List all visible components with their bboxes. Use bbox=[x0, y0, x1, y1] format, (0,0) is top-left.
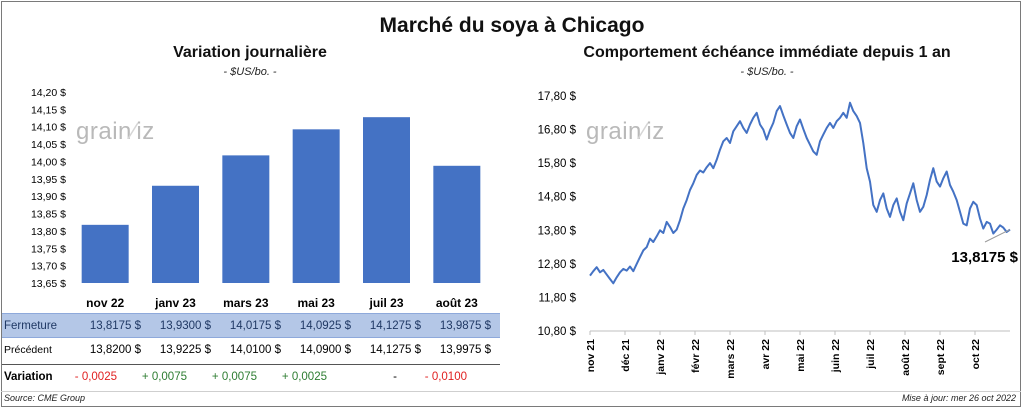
x-tick-label: févr 22 bbox=[690, 339, 702, 373]
x-tick-label: mai 22 bbox=[795, 339, 807, 372]
x-tick-label: août 23 bbox=[436, 296, 478, 310]
bar bbox=[152, 185, 199, 283]
source-note: Source: CME Group bbox=[4, 393, 86, 403]
table-cell: 14,0900 $ bbox=[299, 344, 351, 356]
label-leader-line bbox=[984, 229, 1011, 243]
y-tick-label: 13,70 $ bbox=[31, 261, 66, 273]
price-table: Fermeture 13,8175 $ 13,9300 $ 14,0175 $ … bbox=[2, 313, 500, 389]
table-cell: 14,0100 $ bbox=[229, 344, 281, 356]
right-chart-title: Comportement échéance immédiate depuis 1… bbox=[583, 44, 951, 61]
variation-cell: + 0,0075 bbox=[141, 371, 187, 383]
variation-cell: - 0,0025 bbox=[74, 371, 117, 383]
y-tick-label: 14,10 $ bbox=[31, 122, 66, 134]
x-tick-label: avr 22 bbox=[760, 339, 772, 370]
table-cell: 14,1275 $ bbox=[369, 320, 421, 332]
y-tick-label: 13,65 $ bbox=[31, 278, 66, 290]
line-chart: 10,80 $ 11,80 $ 12,80 $ 13,80 $ 14,80 $ 15,80… bbox=[538, 91, 1019, 379]
x-tick-label: juin 22 bbox=[830, 339, 842, 373]
x-tick-label: déc 21 bbox=[620, 339, 632, 372]
table-cell: 13,9225 $ bbox=[159, 344, 211, 356]
x-tick-label: sept 22 bbox=[935, 339, 947, 375]
series-line bbox=[589, 101, 1011, 285]
table-cell: 14,1275 $ bbox=[369, 344, 421, 356]
x-tick-label: juil 23 bbox=[368, 296, 403, 310]
table-cell: 13,8200 $ bbox=[89, 344, 141, 356]
x-tick-label: mars 23 bbox=[223, 296, 269, 310]
x-tick-label: juil 22 bbox=[865, 339, 877, 370]
watermark-logo-right: grain⁄iz bbox=[586, 118, 665, 145]
x-tick-label: janv 23 bbox=[154, 296, 196, 310]
bar-chart: 13,65 $ 13,70 $ 13,75 $ 13,80 $ 13,85 $ 13,90… bbox=[31, 87, 481, 310]
x-tick-label: nov 22 bbox=[86, 296, 124, 310]
y-tick-label: 14,80 $ bbox=[538, 192, 577, 204]
footer-divider bbox=[1, 391, 1021, 392]
y-tick-label: 13,90 $ bbox=[31, 191, 66, 203]
variation-cell: - 0,0100 bbox=[424, 371, 467, 383]
table-cell: 13,9300 $ bbox=[159, 320, 211, 332]
bar bbox=[81, 224, 129, 283]
y-tick-label: 13,85 $ bbox=[31, 209, 66, 221]
y-tick-label: 13,80 $ bbox=[538, 225, 577, 237]
y-tick-label: 15,80 $ bbox=[538, 158, 577, 170]
table-cell: 13,8175 $ bbox=[89, 320, 141, 332]
y-tick-label: 10,80 $ bbox=[538, 326, 577, 338]
variation-cell: + 0,0075 bbox=[211, 371, 257, 383]
x-tick-label: nov 21 bbox=[585, 339, 597, 372]
y-tick-label: 14,05 $ bbox=[31, 139, 66, 151]
left-chart-unit: - $US/bo. - bbox=[223, 66, 277, 78]
row-label-variation: Variation bbox=[4, 371, 53, 383]
last-value-label: 13,8175 $ bbox=[951, 249, 1018, 266]
y-tick-label: 13,75 $ bbox=[31, 243, 66, 255]
variation-cell: + 0,0025 bbox=[281, 371, 327, 383]
y-tick-label: 17,80 $ bbox=[538, 91, 577, 103]
x-tick-label: mars 22 bbox=[725, 339, 737, 379]
bar bbox=[433, 165, 481, 283]
y-tick-label: 13,80 $ bbox=[31, 226, 66, 238]
right-chart-unit: - $US/bo. - bbox=[740, 66, 794, 78]
bar bbox=[222, 155, 270, 283]
table-cell: 14,0175 $ bbox=[229, 320, 281, 332]
x-tick-label: mai 23 bbox=[297, 296, 335, 310]
table-cell: 13,9875 $ bbox=[439, 320, 491, 332]
variation-cell: - bbox=[393, 371, 397, 383]
bar bbox=[292, 129, 340, 283]
table-row-fermeture: Fermeture 13,8175 $ 13,9300 $ 14,0175 $ … bbox=[2, 313, 500, 338]
y-tick-label: 13,95 $ bbox=[31, 174, 66, 186]
table-row-variation: Variation - 0,0025 + 0,0075 + 0,0075 + 0… bbox=[2, 365, 500, 389]
left-chart-title: Variation journalière bbox=[173, 44, 327, 61]
watermark-logo-left: grain⁄iz bbox=[76, 118, 155, 145]
x-tick-label: oct 22 bbox=[970, 339, 982, 370]
y-tick-label: 14,15 $ bbox=[31, 104, 66, 116]
y-tick-label: 16,80 $ bbox=[538, 125, 577, 137]
table-cell: 14,0925 $ bbox=[299, 320, 351, 332]
x-tick-label: août 22 bbox=[900, 339, 912, 376]
row-label-precedent: Précédent bbox=[4, 344, 52, 356]
y-tick-label: 14,20 $ bbox=[31, 87, 66, 99]
main-title: Marché du soya à Chicago bbox=[379, 14, 645, 37]
y-tick-label: 12,80 $ bbox=[538, 259, 577, 271]
table-cell: 13,9975 $ bbox=[439, 344, 491, 356]
y-tick-label: 14,00 $ bbox=[31, 156, 66, 168]
row-label-fermeture: Fermeture bbox=[4, 320, 58, 332]
y-tick-label: 11,80 $ bbox=[538, 292, 576, 304]
bar bbox=[363, 117, 410, 283]
table-row-precedent: Précédent 13,8200 $ 13,9225 $ 14,0100 $ … bbox=[2, 338, 500, 365]
x-tick-label: janv 22 bbox=[655, 339, 667, 376]
update-note: Mise à jour: mer 26 oct 2022 bbox=[901, 393, 1016, 403]
